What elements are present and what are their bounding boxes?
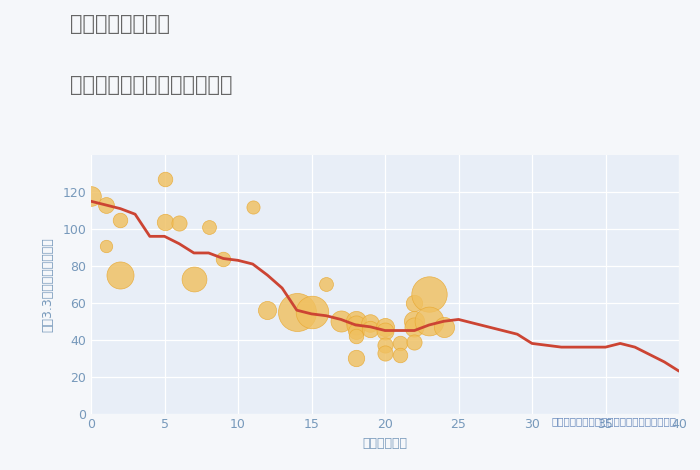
Point (438, 323, 449, 330)
Point (159, 175, 170, 183)
Point (335, 318, 346, 325)
Point (379, 349, 391, 356)
Point (306, 308, 317, 316)
Point (247, 203, 258, 211)
Point (115, 271, 126, 279)
X-axis label: 築年数（年）: 築年数（年） (363, 437, 407, 450)
Point (409, 299, 420, 306)
Point (350, 318, 361, 325)
Point (379, 327, 391, 334)
Point (85, 192, 97, 199)
Point (394, 340, 405, 347)
Point (409, 323, 420, 330)
Text: 築年数別中古マンション価格: 築年数別中古マンション価格 (70, 75, 232, 95)
Point (379, 342, 391, 349)
Point (321, 281, 332, 288)
Point (100, 242, 111, 249)
Point (365, 325, 376, 332)
Point (159, 218, 170, 225)
Point (424, 318, 435, 325)
Point (350, 327, 361, 334)
Point (379, 323, 391, 330)
Point (115, 216, 126, 223)
Point (262, 306, 273, 314)
Point (424, 290, 435, 298)
Point (409, 338, 420, 345)
Point (350, 354, 361, 362)
Text: 埼玉県飯能市川寺: 埼玉県飯能市川寺 (70, 14, 170, 34)
Point (100, 201, 111, 209)
Point (291, 308, 302, 316)
Point (350, 321, 361, 329)
Text: 円の大きさは、取引のあった物件面積を示す: 円の大きさは、取引のあった物件面積を示す (551, 416, 676, 426)
Point (409, 318, 420, 325)
Point (365, 320, 376, 327)
Point (218, 255, 229, 262)
Point (394, 351, 405, 358)
Y-axis label: 坪（3.3㎡）単価（万円）: 坪（3.3㎡）単価（万円） (41, 237, 54, 332)
Point (203, 223, 214, 231)
Point (188, 275, 199, 282)
Point (174, 219, 185, 227)
Point (350, 332, 361, 340)
